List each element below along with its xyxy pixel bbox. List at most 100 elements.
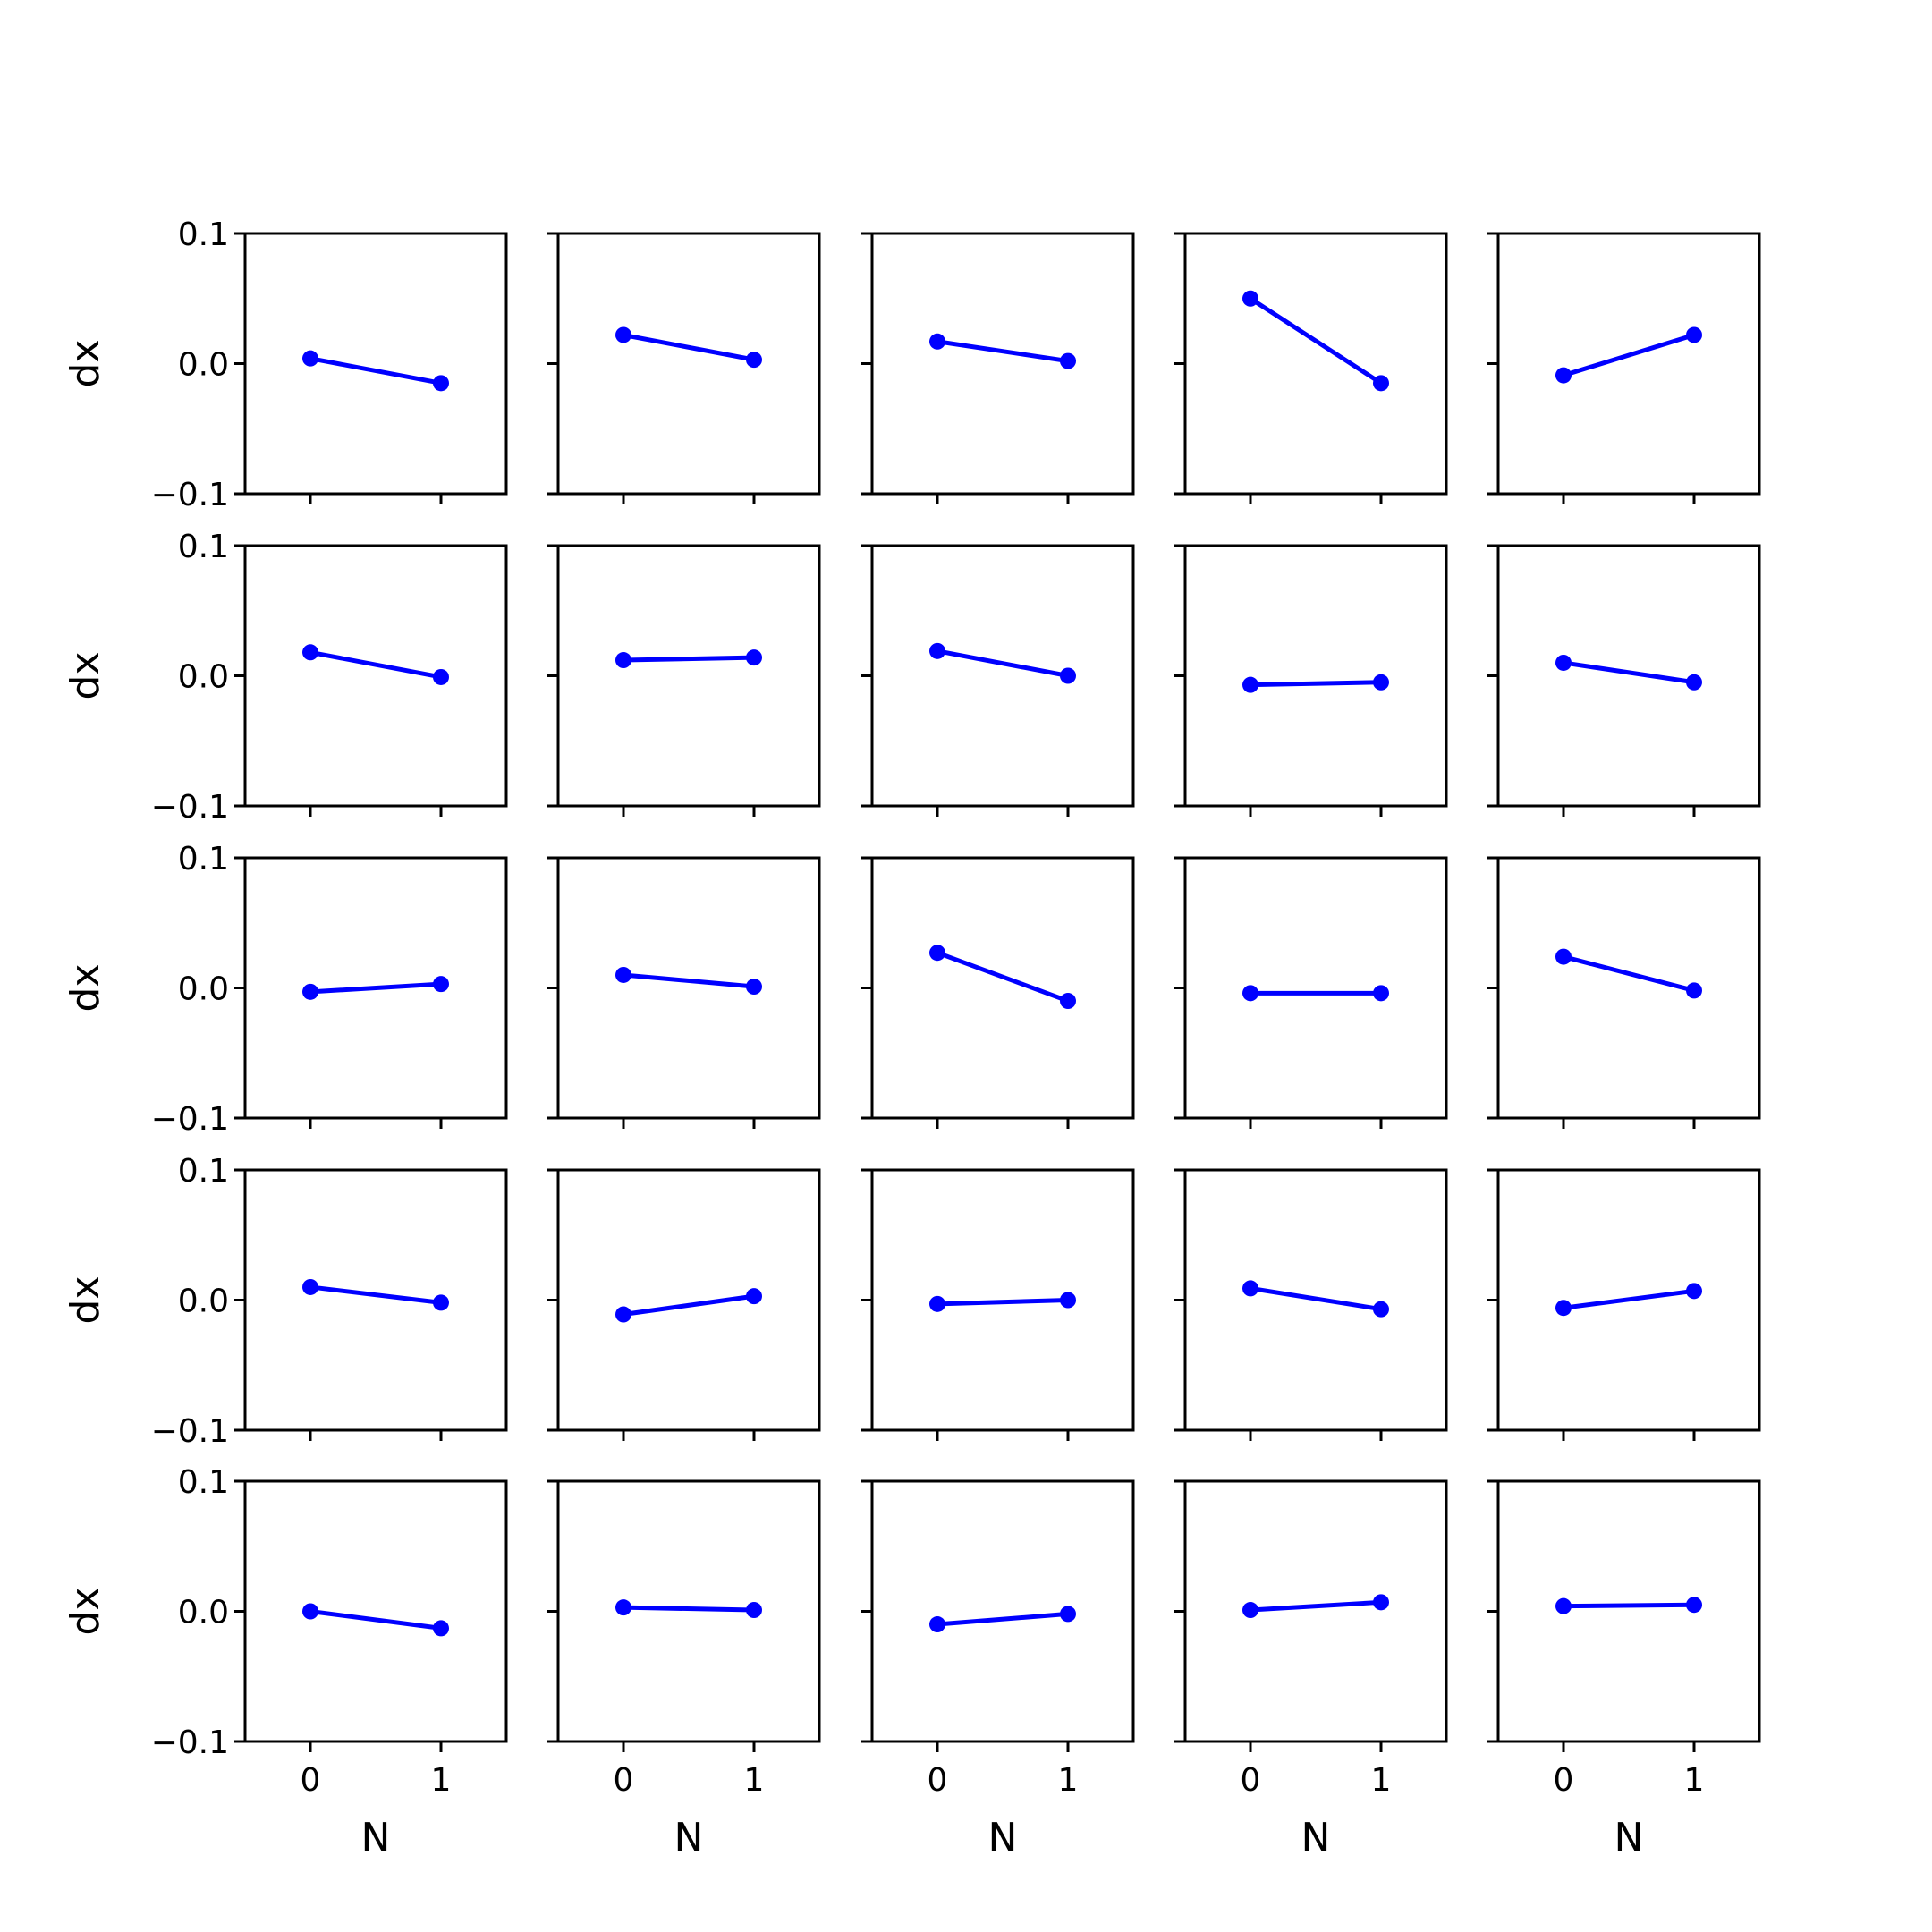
data-point xyxy=(302,1603,318,1620)
x-axis-label: N xyxy=(361,1815,391,1860)
panel-2-5 xyxy=(1487,544,1761,817)
data-point xyxy=(929,333,945,350)
plot-frame xyxy=(870,232,1135,496)
y-tick-label: 0.1 xyxy=(178,1464,229,1501)
data-point xyxy=(1686,1597,1702,1614)
x-tick-label: 1 xyxy=(1371,1762,1392,1799)
plot-frame xyxy=(556,1479,821,1743)
x-tick-label: 0 xyxy=(928,1762,948,1799)
panel-2-2 xyxy=(547,544,821,817)
panel-1-5 xyxy=(1487,232,1761,504)
data-point xyxy=(1373,674,1389,691)
data-point xyxy=(1060,1292,1076,1309)
panel-4-3 xyxy=(861,1168,1135,1441)
series-line xyxy=(936,1611,1069,1627)
data-point xyxy=(746,649,762,666)
panel-3-2 xyxy=(547,856,821,1129)
series-line xyxy=(1250,1599,1382,1613)
plot-frame xyxy=(870,856,1135,1120)
data-point xyxy=(302,983,318,1000)
y-tick-label: −0.1 xyxy=(151,477,229,513)
data-point xyxy=(746,1602,762,1619)
plot-frame xyxy=(243,232,508,496)
plot-frame xyxy=(556,232,821,496)
panel-3-5 xyxy=(1487,856,1761,1129)
panel-2-3 xyxy=(861,544,1135,817)
plot-frame xyxy=(1496,544,1761,808)
plot-frame xyxy=(1496,856,1761,1120)
plot-frame xyxy=(1183,856,1448,1120)
plot-frame xyxy=(1496,232,1761,496)
data-point xyxy=(1242,985,1258,1002)
series-line xyxy=(1250,680,1382,688)
data-point xyxy=(929,1295,945,1312)
panel-2-4 xyxy=(1174,544,1448,817)
y-tick-label: 0.0 xyxy=(178,659,229,696)
data-point xyxy=(615,326,631,343)
data-point xyxy=(746,1288,762,1305)
panel-5-2: 0 1 N xyxy=(547,1479,821,1860)
y-tick-label: 0.0 xyxy=(178,347,229,384)
panel-4-5 xyxy=(1487,1168,1761,1441)
x-tick-label: 1 xyxy=(1684,1762,1705,1799)
plot-frame xyxy=(243,1479,508,1743)
series-line xyxy=(1563,954,1695,993)
series-line xyxy=(1563,1288,1695,1310)
y-tick-label: −0.1 xyxy=(151,789,229,826)
y-tick-label: 0.0 xyxy=(178,1595,229,1631)
y-tick-label: −0.1 xyxy=(151,1101,229,1138)
y-tick-label: 0.1 xyxy=(178,216,229,253)
data-point xyxy=(302,644,318,661)
data-point xyxy=(746,352,762,369)
data-point xyxy=(302,350,318,367)
data-point xyxy=(1242,1602,1258,1619)
data-point xyxy=(433,375,449,392)
series-line xyxy=(1563,660,1695,685)
y-tick-label: 0.1 xyxy=(178,841,229,877)
data-point xyxy=(1242,676,1258,693)
panel-4-2 xyxy=(547,1168,821,1441)
plot-frame xyxy=(870,544,1135,808)
series-line xyxy=(309,1609,442,1631)
x-tick-label: 1 xyxy=(431,1762,452,1799)
data-point xyxy=(615,966,631,983)
data-point xyxy=(433,1294,449,1311)
y-axis-label: dx xyxy=(63,1588,108,1636)
plot-frame xyxy=(243,1168,508,1432)
x-tick-label: 0 xyxy=(1241,1762,1261,1799)
plot-frame xyxy=(1183,544,1448,808)
series-line xyxy=(1250,1285,1382,1312)
series-line xyxy=(623,1605,755,1613)
data-point xyxy=(1242,290,1258,307)
data-point xyxy=(1060,352,1076,369)
panel-5-4: 0 1 N xyxy=(1174,1479,1448,1860)
plot-frame xyxy=(243,544,508,808)
data-point xyxy=(1373,985,1389,1002)
data-point xyxy=(1686,1283,1702,1300)
panel-1-2 xyxy=(547,232,821,504)
plot-frame xyxy=(870,1479,1135,1743)
series-line xyxy=(1563,333,1695,377)
y-axis-label: dx xyxy=(63,340,108,388)
data-point xyxy=(929,1616,945,1633)
data-point xyxy=(1686,674,1702,691)
x-tick-label: 1 xyxy=(744,1762,765,1799)
data-point xyxy=(615,1306,631,1323)
data-point xyxy=(1555,654,1572,671)
data-point xyxy=(1686,982,1702,999)
plot-frame xyxy=(556,856,821,1120)
data-point xyxy=(1060,993,1076,1010)
data-point xyxy=(1555,367,1572,384)
panel-3-4 xyxy=(1174,856,1448,1129)
y-tick-label: −0.1 xyxy=(151,1724,229,1761)
series-line xyxy=(1563,1602,1695,1609)
panel-5-5: 0 1 N xyxy=(1487,1479,1761,1860)
data-point xyxy=(1060,667,1076,684)
data-point xyxy=(1060,1606,1076,1623)
series-line xyxy=(1249,296,1383,386)
panel-3-1: −0.1 0.0 0.1 dx xyxy=(63,841,508,1138)
data-point xyxy=(302,1278,318,1295)
data-point xyxy=(433,668,449,685)
panel-1-1: −0.1 0.0 0.1 dx xyxy=(63,216,508,513)
series-line xyxy=(936,1298,1069,1307)
